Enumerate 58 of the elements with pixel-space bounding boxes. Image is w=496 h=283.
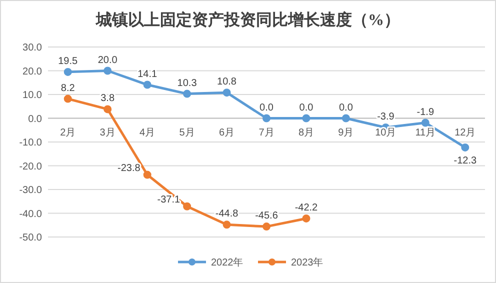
point	[104, 66, 112, 75]
point	[222, 88, 231, 97]
data-label: 10.3	[177, 78, 198, 89]
y-tick-label: 10.0	[22, 90, 42, 101]
point	[143, 170, 152, 179]
x-tick-label: 11月	[415, 127, 436, 138]
point	[183, 202, 192, 210]
y-tick-label: -30.0	[19, 185, 42, 196]
x-tick-label: 12月	[454, 127, 476, 138]
data-label: -45.6	[255, 210, 278, 222]
x-tick-label: 7月	[258, 127, 274, 138]
x-tick-label: 3月	[100, 127, 116, 138]
data-label: -3.9	[377, 112, 395, 123]
data-label: 20.0	[98, 54, 118, 66]
data-label: -1.9	[416, 106, 434, 118]
y-tick-label: 30.0	[22, 42, 42, 54]
point	[421, 118, 430, 127]
point	[302, 114, 310, 122]
y-tick-label: -40.0	[19, 208, 42, 220]
x-tick-label: 4月	[140, 127, 156, 138]
data-label: 14.1	[138, 68, 158, 80]
data-label: -12.3	[454, 155, 477, 166]
data-label: -23.8	[118, 162, 141, 174]
x-tick-label: 2月	[60, 127, 76, 138]
data-label: 8.2	[60, 82, 76, 94]
legend-label: 2023年	[291, 256, 324, 268]
point	[64, 68, 72, 76]
data-label: 0.0	[339, 102, 354, 114]
legend-label: 2022年	[211, 256, 244, 268]
data-label: 0.0	[260, 102, 274, 114]
x-tick-label: 8月	[298, 127, 314, 138]
point	[262, 114, 270, 122]
point	[342, 114, 350, 122]
y-tick-label: -20.0	[19, 161, 42, 172]
chart-title: 城镇以上固定资产投资同比增长速度（%）	[95, 10, 400, 29]
x-tick-label: 10月	[375, 127, 396, 138]
point	[143, 80, 152, 89]
data-label: -42.2	[294, 202, 318, 214]
x-tick-label: 9月	[338, 127, 354, 138]
point	[302, 214, 310, 222]
point	[262, 222, 270, 231]
x-tick-label: 5月	[179, 127, 195, 138]
point	[222, 220, 231, 229]
point	[104, 105, 112, 114]
y-tick-label: 0.0	[28, 114, 42, 125]
data-label: -37.1	[157, 194, 180, 206]
point	[183, 90, 192, 98]
y-tick-label: -50.0	[19, 232, 42, 244]
y-tick-label: 20.0	[22, 66, 42, 78]
point	[64, 94, 72, 103]
data-label: -44.8	[215, 208, 239, 220]
data-label: 10.8	[217, 76, 237, 88]
data-label: 3.8	[100, 93, 115, 104]
y-tick-label: -10.0	[19, 138, 42, 148]
x-tick-label: 6月	[218, 127, 235, 138]
data-label: 19.5	[58, 56, 78, 67]
point	[461, 143, 470, 152]
data-label: 0.0	[299, 102, 314, 114]
